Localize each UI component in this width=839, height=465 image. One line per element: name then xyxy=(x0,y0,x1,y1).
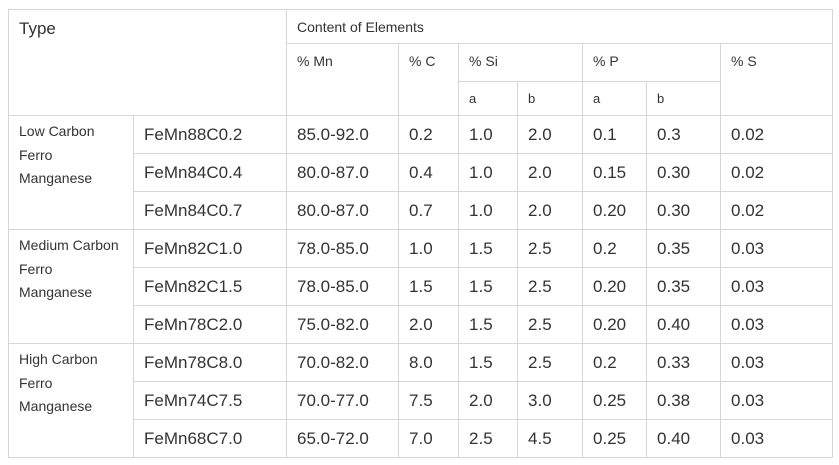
si-b-cell: 2.5 xyxy=(517,305,584,344)
si-header: % Si xyxy=(458,43,584,82)
p-b-cell: 0.35 xyxy=(646,267,722,306)
si-a-cell: 1.5 xyxy=(458,267,519,306)
type-header: Type xyxy=(7,9,288,116)
si-b-cell: 4.5 xyxy=(517,419,584,458)
grade-cell: FeMn78C2.0 xyxy=(132,305,288,344)
table-row: Medium Carbon Ferro Manganese FeMn82C1.0… xyxy=(8,229,834,344)
s-cell: 0.02 xyxy=(720,191,834,230)
grade-cell: FeMn82C1.0 xyxy=(132,229,288,268)
c-cell: 0.7 xyxy=(398,191,460,230)
table-row: FeMn84C0.4 80.0-87.0 0.4 1.0 2.0 0.15 0.… xyxy=(9,153,834,192)
group-label: Low Carbon Ferro Manganese xyxy=(8,115,134,230)
c-cell: 7.0 xyxy=(398,419,460,458)
si-a-cell: 1.0 xyxy=(458,191,519,230)
s-cell: 0.03 xyxy=(720,419,834,458)
table-row: FeMn82C1.5 78.0-85.0 1.5 1.5 2.5 0.20 0.… xyxy=(9,267,834,306)
mn-header: % Mn xyxy=(286,43,400,116)
s-cell: 0.03 xyxy=(720,229,834,268)
p-b-cell: 0.38 xyxy=(646,381,722,420)
c-cell: 1.5 xyxy=(398,267,460,306)
p-a-cell: 0.15 xyxy=(582,153,648,192)
si-a-cell: 1.0 xyxy=(458,115,519,154)
s-header: % S xyxy=(720,43,834,116)
p-b-header: b xyxy=(646,81,722,116)
si-a-cell: 1.0 xyxy=(458,153,519,192)
p-b-cell: 0.40 xyxy=(646,419,722,458)
p-b-cell: 0.35 xyxy=(646,229,722,268)
s-cell: 0.02 xyxy=(720,115,834,154)
p-a-cell: 0.20 xyxy=(582,267,648,306)
p-a-cell: 0.25 xyxy=(582,381,648,420)
s-cell: 0.03 xyxy=(720,343,834,382)
c-header: % C xyxy=(398,43,460,116)
si-a-cell: 1.5 xyxy=(458,305,519,344)
grade-cell: FeMn84C0.4 xyxy=(132,153,288,192)
si-a-cell: 2.5 xyxy=(458,419,519,458)
ferro-manganese-table: Type Content of Elements % Mn % C % Si %… xyxy=(7,9,834,458)
c-cell: 0.4 xyxy=(398,153,460,192)
si-a-cell: 2.0 xyxy=(458,381,519,420)
p-b-cell: 0.30 xyxy=(646,153,722,192)
mn-cell: 78.0-85.0 xyxy=(286,229,400,268)
s-cell: 0.02 xyxy=(720,153,834,192)
group-label: High Carbon Ferro Manganese xyxy=(8,343,134,458)
mn-cell: 70.0-82.0 xyxy=(286,343,400,382)
si-b-cell: 3.0 xyxy=(517,381,584,420)
si-b-cell: 2.5 xyxy=(517,267,584,306)
s-cell: 0.03 xyxy=(720,305,834,344)
si-a-cell: 1.5 xyxy=(458,229,519,268)
si-b-cell: 2.0 xyxy=(517,115,584,154)
group-label: Medium Carbon Ferro Manganese xyxy=(8,229,134,344)
grade-cell: FeMn78C8.0 xyxy=(132,343,288,382)
p-header: % P xyxy=(582,43,722,82)
grade-cell: FeMn88C0.2 xyxy=(132,115,288,154)
c-cell: 0.2 xyxy=(398,115,460,154)
grade-cell: FeMn84C0.7 xyxy=(132,191,288,230)
table-row: FeMn74C7.5 70.0-77.0 7.5 2.0 3.0 0.25 0.… xyxy=(9,381,834,420)
table-row: FeMn78C2.0 75.0-82.0 2.0 1.5 2.5 0.20 0.… xyxy=(9,305,834,344)
si-a-cell: 1.5 xyxy=(458,343,519,382)
si-b-cell: 2.0 xyxy=(517,153,584,192)
s-cell: 0.03 xyxy=(720,267,834,306)
grade-cell: FeMn74C7.5 xyxy=(132,381,288,420)
p-b-cell: 0.33 xyxy=(646,343,722,382)
si-a-header: a xyxy=(458,81,519,116)
si-b-cell: 2.5 xyxy=(517,343,584,382)
si-b-cell: 2.5 xyxy=(517,229,584,268)
c-cell: 1.0 xyxy=(398,229,460,268)
mn-cell: 80.0-87.0 xyxy=(286,153,400,192)
si-b-cell: 2.0 xyxy=(517,191,584,230)
si-b-header: b xyxy=(517,81,584,116)
mn-cell: 65.0-72.0 xyxy=(286,419,400,458)
c-cell: 7.5 xyxy=(398,381,460,420)
p-a-cell: 0.1 xyxy=(582,115,648,154)
p-b-cell: 0.3 xyxy=(646,115,722,154)
mn-cell: 75.0-82.0 xyxy=(286,305,400,344)
mn-cell: 78.0-85.0 xyxy=(286,267,400,306)
s-cell: 0.03 xyxy=(720,381,834,420)
c-cell: 8.0 xyxy=(398,343,460,382)
p-a-cell: 0.20 xyxy=(582,305,648,344)
table-row: FeMn68C7.0 65.0-72.0 7.0 2.5 4.5 0.25 0.… xyxy=(9,419,834,458)
grade-cell: FeMn68C7.0 xyxy=(132,419,288,458)
p-a-cell: 0.20 xyxy=(582,191,648,230)
table-row: FeMn84C0.7 80.0-87.0 0.7 1.0 2.0 0.20 0.… xyxy=(9,191,834,230)
p-a-cell: 0.2 xyxy=(582,229,648,268)
grade-cell: FeMn82C1.5 xyxy=(132,267,288,306)
mn-cell: 70.0-77.0 xyxy=(286,381,400,420)
mn-cell: 80.0-87.0 xyxy=(286,191,400,230)
p-b-cell: 0.40 xyxy=(646,305,722,344)
p-a-header: a xyxy=(582,81,648,116)
p-a-cell: 0.25 xyxy=(582,419,648,458)
mn-cell: 85.0-92.0 xyxy=(286,115,400,154)
p-a-cell: 0.2 xyxy=(582,343,648,382)
c-cell: 2.0 xyxy=(398,305,460,344)
content-of-elements-header: Content of Elements xyxy=(286,9,834,44)
table-row: Low Carbon Ferro Manganese FeMn88C0.2 85… xyxy=(8,115,834,230)
p-b-cell: 0.30 xyxy=(646,191,722,230)
table-row: High Carbon Ferro Manganese FeMn78C8.0 7… xyxy=(8,343,834,458)
